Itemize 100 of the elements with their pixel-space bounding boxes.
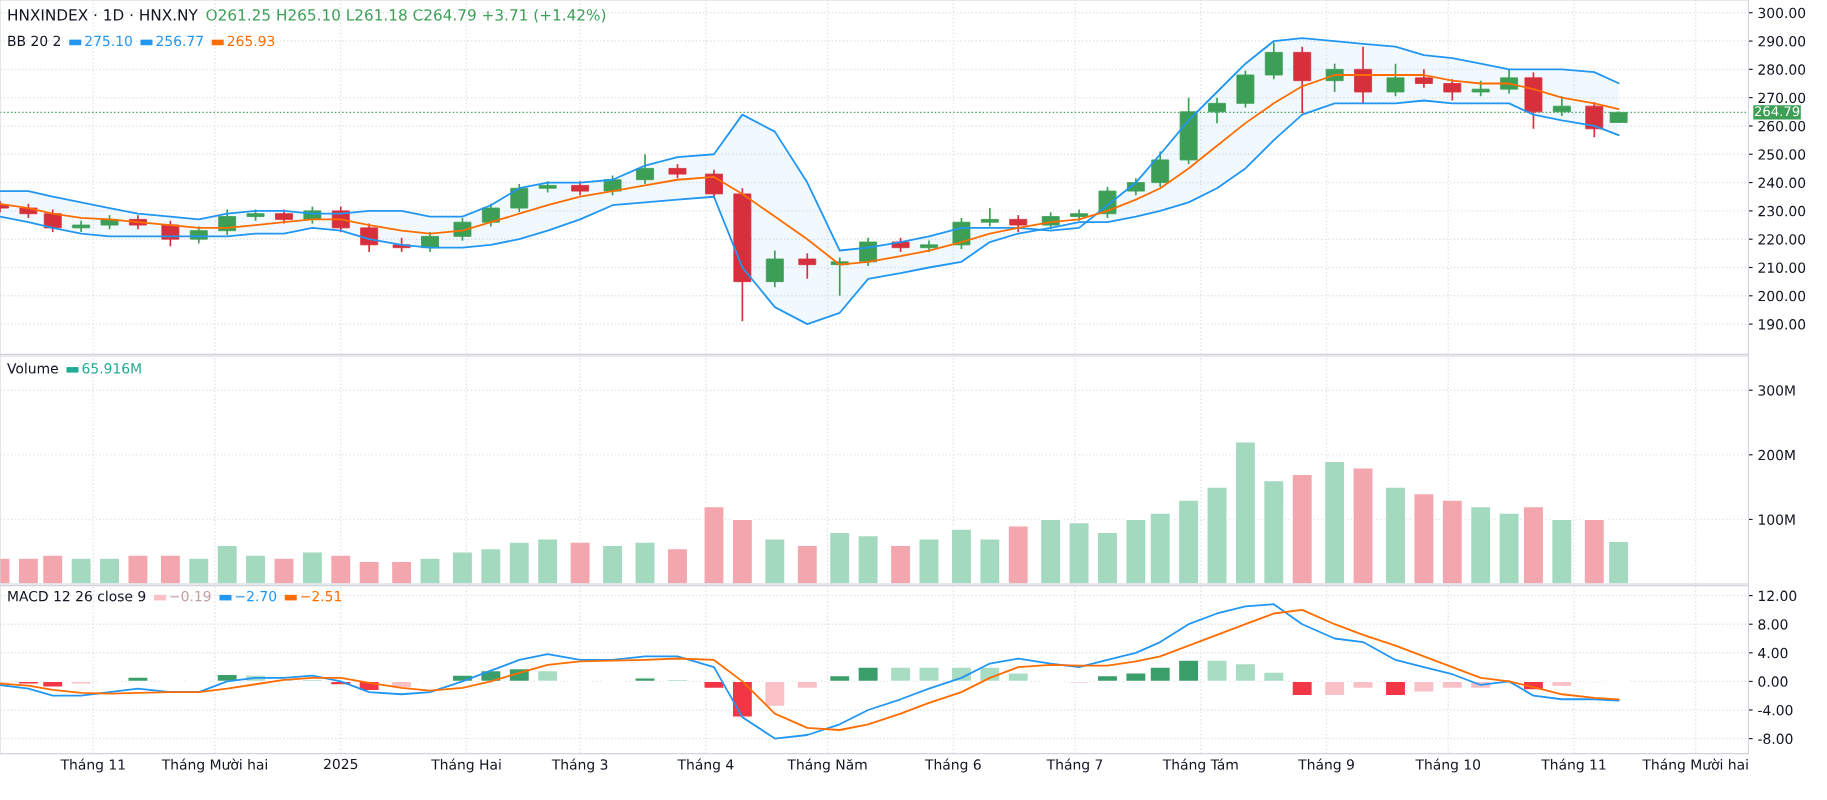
y-tick-label: 250.00: [1758, 149, 1806, 160]
bar: [70, 557, 92, 584]
x-tick-label: Tháng 6: [924, 758, 981, 773]
bar: [127, 554, 149, 584]
candlestick: [798, 252, 817, 280]
bar: [1096, 674, 1119, 683]
bar: [703, 680, 725, 690]
y-tick-label: 200M: [1758, 449, 1795, 461]
bar: [918, 666, 940, 683]
bar: [98, 557, 121, 584]
bar: [1498, 512, 1520, 584]
bar: [1262, 671, 1285, 683]
bar: [634, 541, 656, 584]
candlestick: [980, 207, 999, 228]
text: 65.916M: [82, 363, 141, 374]
y-tick-label: 100M: [1758, 514, 1795, 525]
bar: [1206, 659, 1228, 683]
bar: [569, 541, 591, 584]
bar: [1234, 441, 1257, 584]
candlestick: [1151, 150, 1170, 188]
bar: [1177, 659, 1200, 683]
bar: [1007, 672, 1030, 683]
x-tick-label: Tháng 10: [1415, 758, 1481, 773]
bar: [329, 554, 352, 584]
bar: [244, 554, 267, 584]
candlestick: [1264, 41, 1283, 81]
bar: [390, 560, 413, 584]
y-tick-label: 210.00: [1758, 262, 1806, 273]
x-tick-label: Tháng 9: [1298, 758, 1354, 773]
candlestick: [1386, 62, 1405, 98]
bar: [828, 674, 851, 683]
bar: [1234, 662, 1257, 683]
bar: [127, 676, 149, 683]
legend-label: 256.77: [156, 35, 203, 47]
bar: [763, 680, 786, 708]
candlestick: [636, 153, 654, 185]
x-tick-label: Tháng Tám: [1162, 758, 1238, 773]
x-tick-label: Tháng Mười hai: [1642, 758, 1748, 773]
bar: [451, 551, 474, 584]
bar: [187, 557, 210, 584]
y-tick-label: 280.00: [1758, 64, 1806, 75]
bar: [1352, 680, 1374, 690]
bar: [1384, 680, 1407, 697]
y-tick-label: -8.00: [1758, 733, 1793, 745]
bar: [1441, 680, 1464, 690]
legend-title: BB 20 2: [8, 35, 60, 47]
candlestick: [1354, 45, 1372, 105]
x-tick-label: Tháng 11: [60, 758, 125, 773]
bar: [41, 680, 64, 688]
x-tick-label: Tháng 3: [551, 758, 608, 773]
bar: [918, 538, 940, 584]
bar: [1007, 525, 1030, 584]
y-tick-label: 190.00: [1758, 319, 1806, 330]
bar: [216, 544, 239, 584]
y-tick-label: 260.00: [1758, 120, 1806, 132]
bar: [1384, 486, 1407, 584]
text: O261.25 H265.10 L261.18 C264.79 +3.71 (+1.42%): [206, 8, 606, 23]
bar: [889, 666, 912, 683]
bar: [273, 557, 295, 584]
bar: [1096, 531, 1119, 584]
x-tick-label: Tháng 11: [1541, 758, 1606, 773]
x-tick-label: Tháng 4: [677, 758, 734, 773]
bar: [1177, 499, 1200, 584]
bar: [1039, 518, 1062, 584]
x-tick-label: Tháng Năm: [787, 758, 867, 773]
bar: [796, 544, 819, 584]
bar: [1441, 499, 1464, 584]
bar: [601, 544, 624, 584]
bar: [1583, 518, 1606, 584]
legend-label: −2.51: [301, 590, 342, 602]
chart-title: HNXINDEX · 1D · HNX.NY: [8, 9, 198, 21]
bar: [508, 541, 531, 584]
bar: [1413, 680, 1435, 693]
bar: [634, 677, 656, 683]
bar: [1323, 460, 1346, 584]
candlestick: [603, 174, 622, 197]
y-tick-label: 220.00: [1758, 234, 1806, 245]
bar: [731, 518, 754, 584]
bar: [480, 547, 502, 584]
bar: [1125, 518, 1147, 584]
legend-label: 265.93: [227, 35, 275, 47]
bar: [419, 557, 441, 584]
bar: [763, 538, 786, 584]
bar: [1262, 479, 1285, 584]
y-tick-label: 200.00: [1758, 290, 1806, 302]
candlestick: [705, 169, 723, 199]
bar: [41, 554, 64, 584]
bar: [703, 505, 725, 584]
y-tick-label: 300.00: [1758, 7, 1806, 19]
legend-title: MACD 12 26 close 9: [8, 590, 146, 602]
x-tick-label: 2025: [324, 758, 358, 770]
ref-line-label: 264.79: [1754, 106, 1800, 117]
bar: [70, 680, 92, 685]
bar: [978, 538, 1001, 584]
bar: [1469, 505, 1492, 584]
legend-label: −0.19: [170, 590, 211, 602]
x-tick-label: Tháng Mười hai: [161, 758, 267, 773]
legend-label: 275.10: [85, 35, 132, 47]
y-tick-label: 270.00: [1758, 92, 1806, 104]
y-tick-label: 0.00: [1758, 676, 1788, 687]
